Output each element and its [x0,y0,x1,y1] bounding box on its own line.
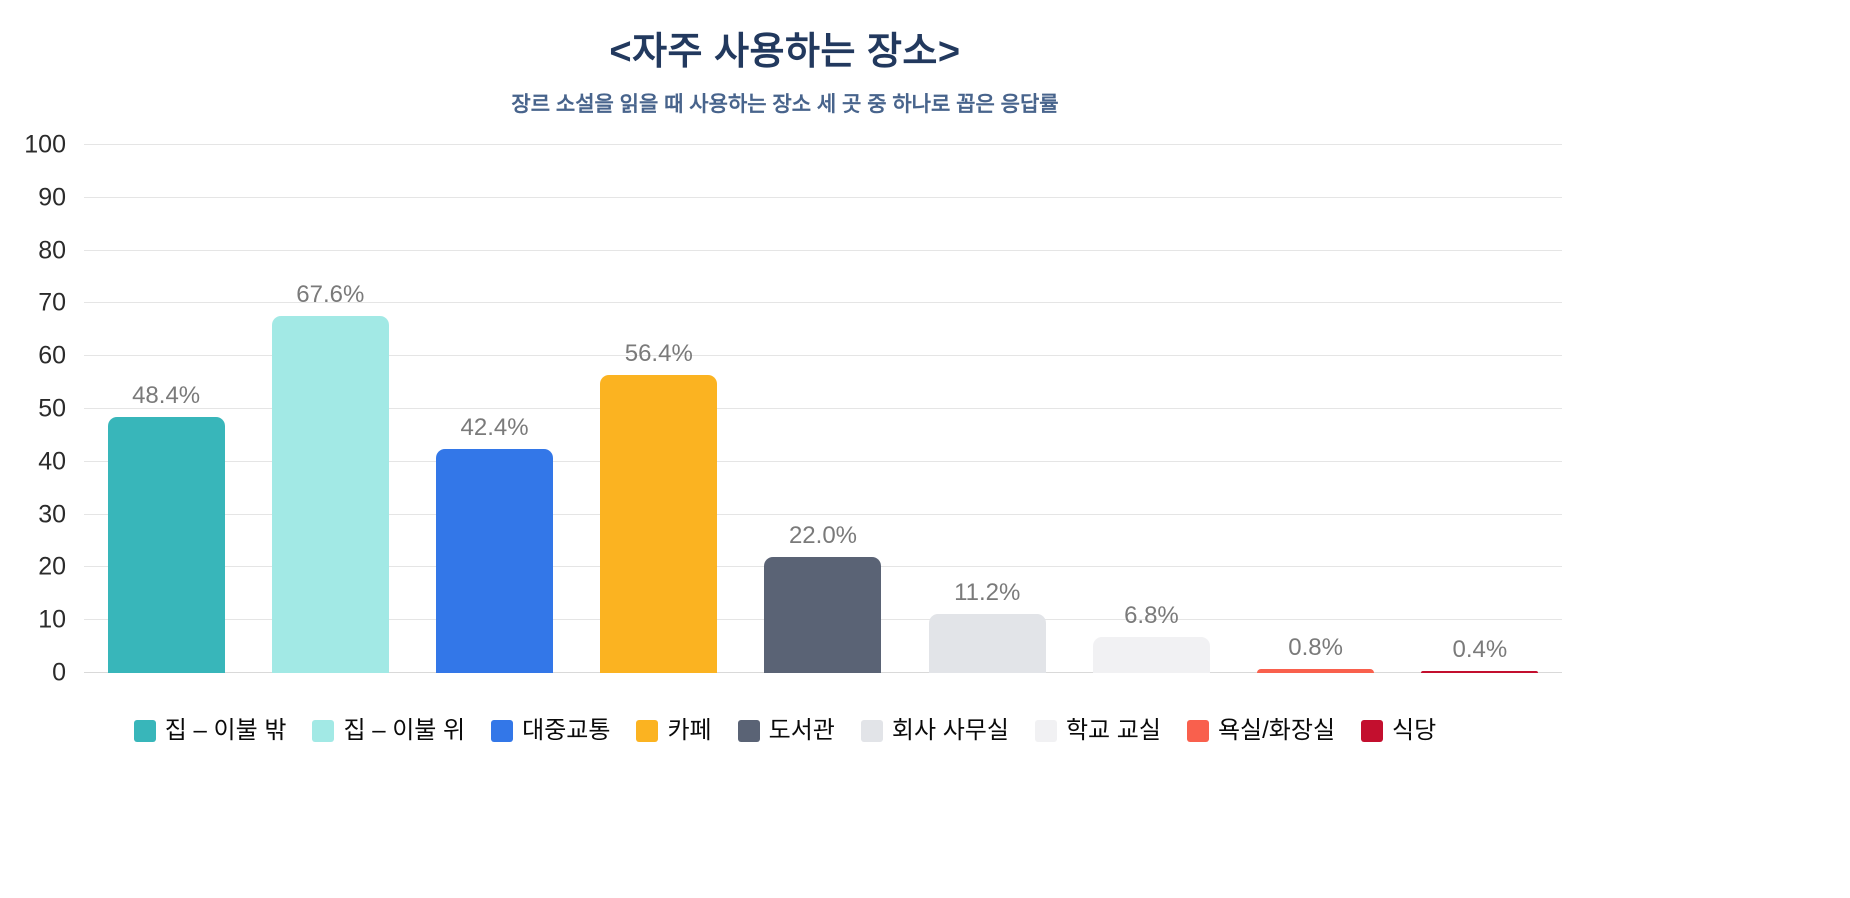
legend-item: 집 – 이불 위 [312,719,465,743]
gridline [84,249,1562,251]
legend-label: 카페 [667,717,712,744]
bar-slot: 42.4% [412,145,576,673]
bar-value-label: 48.4% [132,382,201,410]
bar-2 [271,316,389,673]
y-axis-tick-label: 60 [38,341,66,370]
bar-value-label: 0.8% [1288,633,1343,661]
y-axis-tick-label: 10 [38,605,66,634]
legend-label: 집 – 이불 위 [343,717,466,744]
bar-value-label: 67.6% [296,281,365,309]
bar-5 [764,556,882,673]
bar-3 [436,449,554,673]
legend-item: 식당 [1361,719,1436,743]
bar-slot: 67.6% [248,145,412,673]
legend-item: 학교 교실 [1034,717,1161,744]
legend-swatch [1186,720,1209,742]
legend-swatch [737,720,760,742]
bar-value-label: 0.4% [1452,635,1508,663]
gridline [84,355,1562,357]
y-axis-tick-label: 100 [24,130,66,159]
legend-swatch [1034,720,1057,742]
y-axis-tick-label: 70 [38,288,66,317]
bar-slot: 11.2% [905,145,1069,673]
legend-label: 집 – 이불 밖 [164,717,287,744]
y-axis-tick-label: 30 [38,500,66,529]
bar-8 [1257,668,1375,673]
bar-slot: 56.4% [577,145,741,673]
gridline [84,408,1562,409]
legend-item: 욕실/화장실 [1186,717,1336,744]
legend-swatch [636,720,659,742]
legend-label: 도서관 [768,717,835,744]
bar-value-label: 56.4% [624,340,693,368]
legend-swatch [860,720,883,742]
bar-value-label: 42.4% [460,414,529,442]
y-axis-tick-label: 90 [38,183,66,212]
gridline [84,302,1562,304]
gridline [84,196,1562,198]
bar-6 [928,613,1046,673]
bar-4 [600,375,718,673]
legend-label: 식당 [1392,717,1437,744]
y-axis-tick-label: 40 [38,447,66,476]
legend-item: 집 – 이불 밖 [133,717,287,744]
legend-swatch [491,720,514,742]
bar-9 [1421,670,1539,673]
bar-value-label: 11.2% [954,578,1021,606]
bar-slot: 6.8% [1069,145,1233,673]
bar-chart: 0 10 20 30 40 50 60 70 80 90 100 48.4% 67.6% 42.4% 56… [0,132,1570,685]
bar-1 [107,417,225,673]
legend-swatch [133,720,156,742]
gridline [84,513,1562,515]
bar-7 [1092,637,1210,673]
bar-slot: 0.8% [1234,145,1398,673]
legend-item: 도서관 [737,717,835,744]
bar-value-label: 22.0% [788,521,858,549]
bar-slot: 22.0% [741,145,905,673]
legend-item: 대중교통 [491,719,610,743]
y-axis-tick-label: 0 [52,658,66,687]
chart-canvas: <자주 사용하는 장소> 장르 소설을 읽을 때 사용하는 장소 세 곳 중 하… [0,31,1570,743]
legend-label: 회사 사무실 [891,717,1009,744]
bar-value-label: 6.8% [1124,602,1179,630]
bar-slot: 48.4% [84,145,248,673]
plot-area: 48.4% 67.6% 42.4% 56.4% 22.0% 11.2% 6.8% 0.8% 0.… [84,145,1562,673]
legend-swatch [312,720,335,742]
legend-swatch [1361,720,1384,742]
chart-subtitle: 장르 소설을 읽을 때 사용하는 장소 세 곳 중 하나로 꼽은 응답률 [511,93,1059,116]
legend-label: 욕실/화장실 [1217,717,1336,744]
bar-slot: 0.4% [1398,145,1562,673]
legend-label: 대중교통 [522,717,611,744]
y-axis-tick-label: 20 [38,552,66,581]
gridline [84,460,1562,462]
chart-title: <자주 사용하는 장소> [609,31,961,73]
gridline [84,144,1562,145]
y-axis-tick-label: 50 [38,394,66,423]
legend-item: 회사 사무실 [860,717,1009,744]
legend-item: 카페 [636,717,712,744]
y-axis: 0 10 20 30 40 50 60 70 80 90 100 [0,132,66,685]
chart-legend: 집 – 이불 밖 집 – 이불 위 대중교통 카페 도서관 회사 사무실 학교 교실 욕실/화… [0,719,1570,743]
legend-label: 학교 교실 [1065,717,1161,744]
y-axis-tick-label: 80 [38,236,66,265]
